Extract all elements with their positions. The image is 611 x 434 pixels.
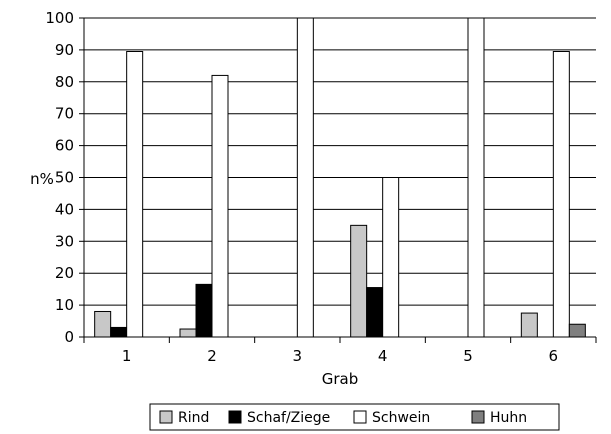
bar bbox=[366, 287, 384, 338]
legend-swatch bbox=[159, 410, 173, 424]
x-tick-label: 1 bbox=[122, 347, 132, 365]
x-tick-label: 2 bbox=[207, 347, 217, 365]
y-tick-label: 30 bbox=[55, 232, 74, 250]
bar bbox=[179, 328, 197, 338]
bar bbox=[296, 17, 314, 338]
bar bbox=[94, 310, 112, 338]
legend-swatch bbox=[471, 410, 485, 424]
x-tick-label: 5 bbox=[463, 347, 473, 365]
x-axis-label: Grab bbox=[322, 370, 359, 388]
bar bbox=[467, 17, 485, 338]
bar bbox=[552, 50, 570, 338]
bar bbox=[211, 74, 229, 338]
bar bbox=[110, 326, 128, 338]
bar bbox=[382, 177, 400, 338]
legend-label: Schwein bbox=[372, 410, 430, 426]
legend-label: Schaf/Ziege bbox=[247, 410, 330, 426]
legend-swatch bbox=[353, 410, 367, 424]
axes bbox=[83, 18, 596, 338]
bar bbox=[520, 312, 538, 338]
legend-label: Huhn bbox=[490, 410, 527, 426]
bar bbox=[126, 50, 144, 338]
y-tick-label: 100 bbox=[45, 9, 74, 27]
y-tick-label: 60 bbox=[55, 137, 74, 155]
y-tick-label: 50 bbox=[55, 169, 74, 187]
y-tick-label: 20 bbox=[55, 264, 74, 282]
bar bbox=[350, 224, 368, 338]
x-tick-label: 6 bbox=[549, 347, 559, 365]
x-tick-label: 3 bbox=[293, 347, 303, 365]
x-tick-label: 4 bbox=[378, 347, 388, 365]
y-tick-label: 10 bbox=[55, 296, 74, 314]
y-tick-label: 80 bbox=[55, 73, 74, 91]
y-tick-label: 70 bbox=[55, 105, 74, 123]
bar bbox=[195, 283, 213, 338]
y-tick-label: 90 bbox=[55, 41, 74, 59]
y-tick-label: 0 bbox=[64, 328, 74, 346]
bar bbox=[568, 323, 586, 338]
y-tick-label: 40 bbox=[55, 200, 74, 218]
legend-label: Rind bbox=[178, 410, 209, 426]
y-tick-labels: 0 10 20 30 40 50 60 70 80 90 100 bbox=[45, 9, 74, 346]
gridlines bbox=[79, 17, 597, 343]
legend-swatch bbox=[228, 410, 242, 424]
x-tick-labels: 1 2 3 4 5 6 bbox=[122, 347, 558, 365]
legend: Rind Schaf/Ziege Schwein Huhn bbox=[149, 403, 560, 431]
bars bbox=[94, 17, 586, 338]
y-axis-label: n% bbox=[30, 170, 54, 188]
